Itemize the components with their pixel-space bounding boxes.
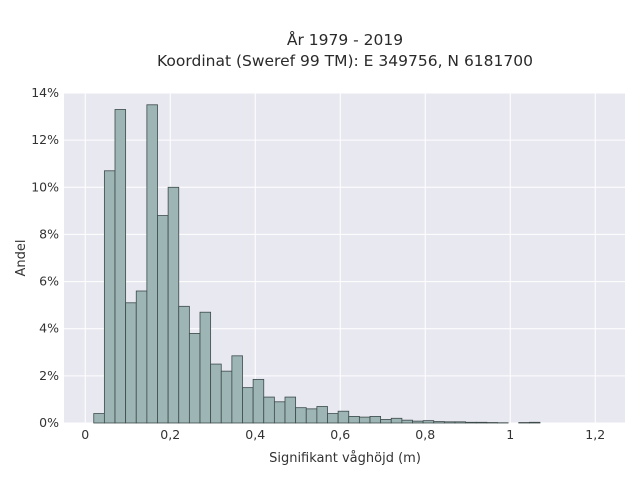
histogram-bar	[188, 333, 201, 424]
x-axis-label: Signifikant våghöjd (m)	[269, 451, 421, 466]
histogram-bar	[220, 370, 233, 424]
histogram-bar	[412, 420, 424, 424]
histogram-bar	[327, 413, 339, 424]
x-tick-labels: 0 0,2 0,4 0,6 0,8 1 1,2	[81, 427, 605, 442]
histogram-bar	[114, 109, 127, 424]
histogram-bar	[528, 421, 541, 424]
histogram-bar	[199, 311, 212, 424]
histogram-bar	[103, 170, 116, 424]
histogram-bar	[263, 396, 275, 424]
histogram-bar	[284, 396, 297, 424]
y-axis-label: Andel	[14, 240, 29, 277]
y-tick-label: 4%	[39, 321, 59, 336]
histogram-bar	[273, 401, 286, 424]
histogram-bar	[252, 378, 265, 424]
bars	[93, 104, 541, 424]
histogram-bar	[380, 419, 392, 424]
y-tick-label: 10%	[31, 179, 59, 194]
x-tick-label: 0,2	[160, 427, 180, 442]
x-tick-label: 0,6	[330, 427, 350, 442]
y-tick-label: 0%	[39, 415, 59, 430]
x-tick-label: 0,4	[245, 427, 265, 442]
histogram-bar	[465, 421, 477, 424]
histogram-bar	[475, 421, 488, 424]
histogram-bar	[135, 290, 148, 424]
histogram-bar	[167, 186, 180, 424]
y-tick-label: 14%	[31, 85, 59, 100]
histogram-bar	[369, 415, 382, 424]
y-tick-label: 6%	[39, 274, 59, 289]
histogram-bar	[348, 415, 360, 424]
histogram-bar	[433, 421, 445, 424]
histogram-bar	[422, 420, 435, 424]
chart-title: År 1979 - 2019	[287, 30, 403, 49]
x-tick-label: 0	[81, 427, 89, 442]
y-tick-labels: 0% 2% 4% 6% 8% 10% 12% 14%	[31, 85, 59, 430]
y-tick-label: 12%	[31, 132, 59, 147]
y-tick-label: 8%	[39, 226, 59, 241]
histogram-bar	[390, 417, 403, 424]
chart-subtitle: Koordinat (Sweref 99 TM): E 349756, N 61…	[157, 52, 533, 70]
histogram-bar	[337, 410, 350, 424]
x-tick-label: 1,2	[585, 427, 605, 442]
histogram-bar	[93, 413, 105, 424]
histogram-bar	[210, 363, 222, 424]
histogram-bar	[358, 416, 371, 424]
histogram-bar	[454, 421, 467, 424]
histogram-bar	[125, 302, 137, 424]
histogram-bar	[231, 355, 243, 424]
histogram-bar	[242, 387, 254, 424]
histogram-bar	[305, 408, 318, 424]
histogram-bar	[443, 421, 456, 424]
x-tick-label: 1	[506, 427, 514, 442]
histogram-bar	[146, 104, 158, 424]
x-tick-label: 0,8	[415, 427, 435, 442]
histogram-bar	[401, 419, 413, 424]
histogram-bar	[316, 406, 328, 424]
histogram-bar	[157, 215, 169, 424]
y-tick-label: 2%	[39, 368, 59, 383]
histogram-bar	[178, 305, 190, 424]
histogram-bar	[295, 407, 307, 424]
